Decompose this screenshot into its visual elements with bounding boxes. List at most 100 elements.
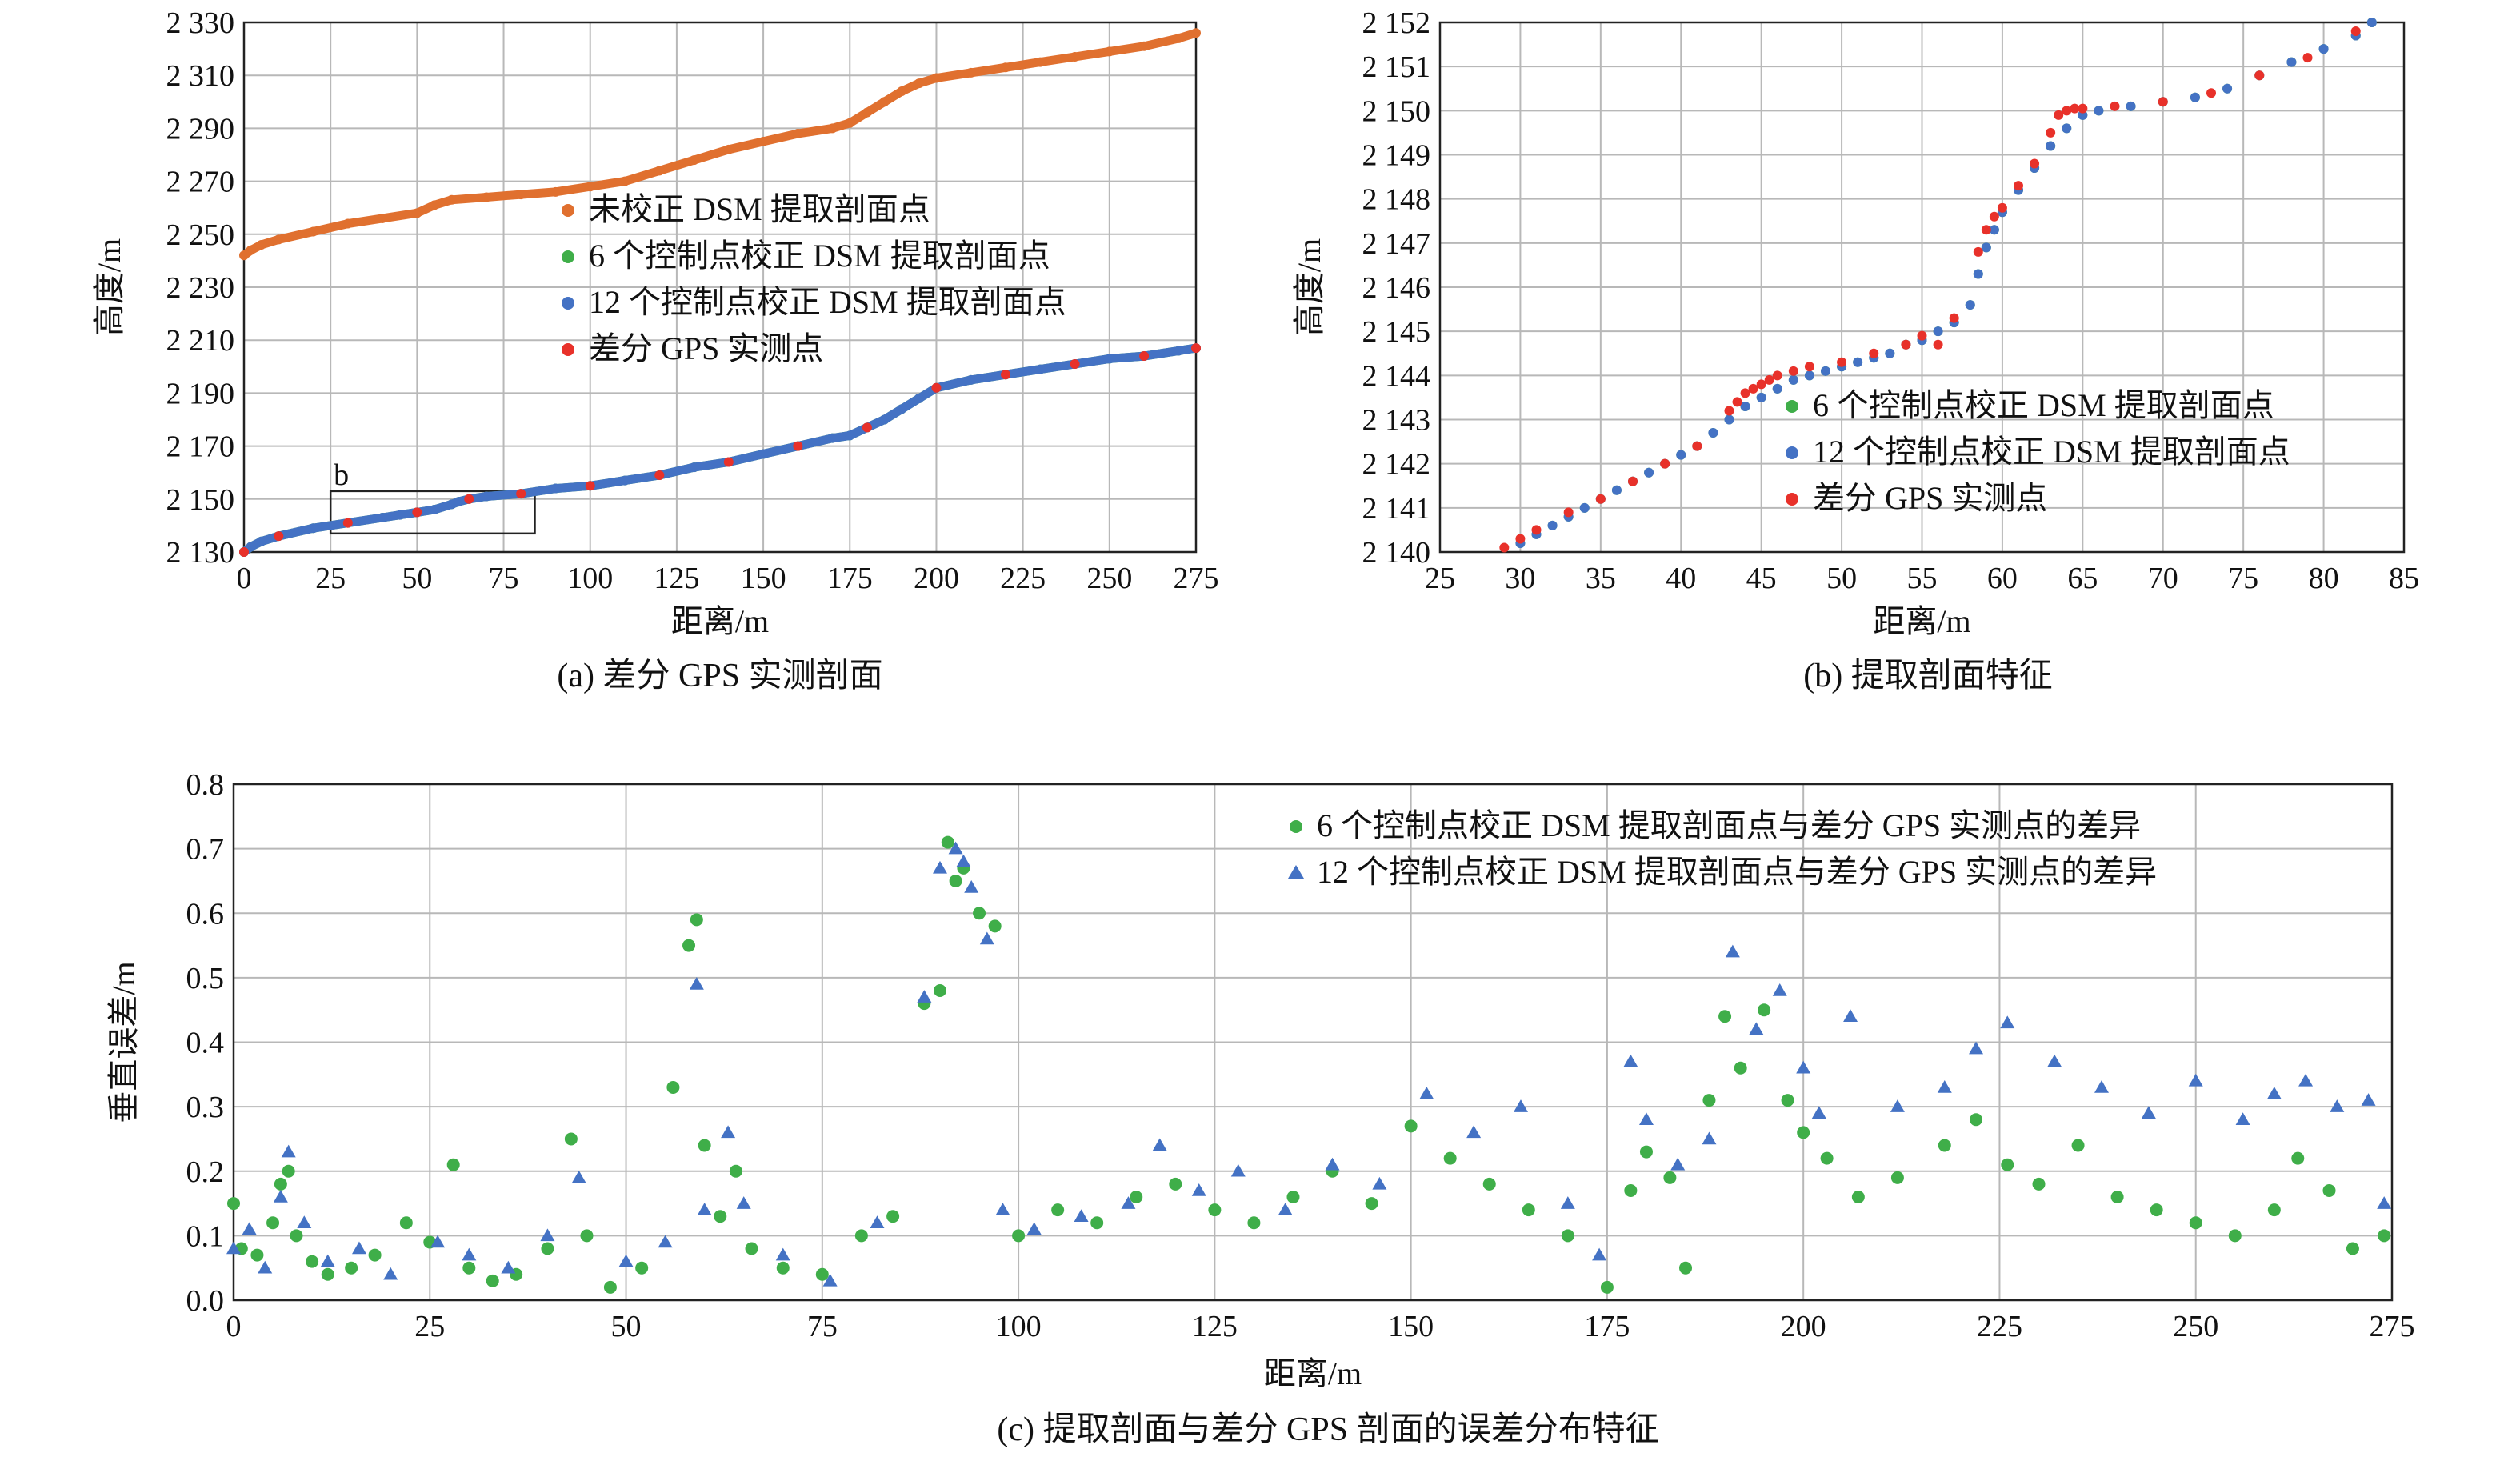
data-point <box>1638 1112 1654 1125</box>
panel-c: 0 25 50 75 100 125 150 175 200 225 250 275 0.0 0.1 0.2… <box>106 768 2415 1448</box>
data-point <box>1702 1094 1716 1107</box>
data-point <box>1531 525 1542 535</box>
data-point <box>1139 351 1150 362</box>
data-point <box>2047 1054 2062 1067</box>
data-point <box>1623 1054 1638 1067</box>
y-tick-label: 2 147 <box>1362 227 1431 261</box>
data-point <box>1788 374 1798 385</box>
data-point <box>1772 370 1782 381</box>
data-point <box>775 1247 790 1261</box>
data-point <box>1734 1061 1747 1075</box>
data-point <box>1051 1203 1065 1217</box>
data-point <box>446 1158 460 1171</box>
series-line <box>239 343 1201 557</box>
data-point <box>845 430 855 441</box>
data-point <box>941 835 954 849</box>
x-tick-label: 25 <box>414 1310 445 1343</box>
data-point <box>1191 28 1201 38</box>
data-point <box>1756 379 1766 390</box>
data-point <box>1230 1163 1246 1177</box>
data-point <box>1853 357 1863 367</box>
y-tick-label: 0.8 <box>186 768 225 802</box>
data-point <box>368 1248 382 1262</box>
y-tick-label: 2 150 <box>166 483 235 517</box>
data-point <box>2378 1229 2391 1243</box>
y-tick-label: 2 330 <box>166 6 235 40</box>
data-point <box>1012 1229 1026 1243</box>
data-point <box>793 441 803 451</box>
data-point <box>1419 1087 1434 1099</box>
data-point <box>281 1144 296 1158</box>
data-point <box>723 144 734 154</box>
data-point <box>1174 346 1184 356</box>
data-point <box>2190 92 2200 102</box>
data-point <box>345 1261 358 1275</box>
x-tick-label: 85 <box>2389 562 2419 595</box>
data-point <box>274 531 284 542</box>
data-point <box>1286 1191 1300 1203</box>
data-point <box>1563 507 1574 518</box>
data-point <box>897 86 907 97</box>
data-point <box>854 1229 868 1243</box>
x-tick-label: 275 <box>1174 562 1219 595</box>
legend: 未校正 DSM 提取剖面点 6 个控制点校正 DSM 提取剖面点 12 个控制点校正… <box>562 191 1066 366</box>
data-point <box>745 1242 758 1255</box>
x-axis-label: 距离/m <box>1873 603 1970 639</box>
data-point <box>2158 97 2168 107</box>
legend-label: 12 个控制点校正 DSM 提取剖面点 <box>589 284 1066 320</box>
data-point <box>2141 1106 2156 1119</box>
data-point <box>862 422 872 433</box>
data-point <box>2078 103 2088 114</box>
data-point <box>256 240 266 250</box>
panel-a: 0 25 50 75 100 125 150 175 200 225 250 275 2 130 2 15… <box>91 6 1219 694</box>
x-tick-label: 80 <box>2309 562 2339 595</box>
data-point <box>1595 494 1606 504</box>
y-tick-label: 2 149 <box>1362 139 1431 173</box>
data-point <box>378 512 388 522</box>
data-point <box>2188 1073 2203 1087</box>
data-point <box>914 394 924 404</box>
data-point <box>956 854 971 867</box>
x-tick-label: 100 <box>996 1310 1042 1343</box>
data-point <box>1679 1261 1693 1275</box>
data-point <box>2054 110 2064 120</box>
data-point <box>2302 53 2313 63</box>
data-point <box>273 1190 288 1203</box>
data-point <box>697 1203 712 1215</box>
data-point <box>454 497 464 507</box>
data-point <box>1660 458 1670 469</box>
data-point <box>2298 1073 2314 1087</box>
y-tick-label: 0.5 <box>186 962 225 995</box>
data-point <box>1001 370 1010 380</box>
data-point <box>1466 1125 1482 1139</box>
data-point <box>412 208 422 218</box>
data-point <box>827 123 838 134</box>
y-tick-label: 2 146 <box>1362 271 1431 305</box>
data-point <box>1104 46 1114 57</box>
data-point <box>540 1228 555 1242</box>
data-point <box>1973 246 1983 257</box>
data-point <box>2222 83 2233 94</box>
data-point <box>1208 1203 1222 1217</box>
data-point <box>308 226 318 237</box>
data-point <box>635 1261 649 1275</box>
data-point <box>1001 62 1010 73</box>
data-point <box>988 919 1002 933</box>
data-point <box>1592 1247 1607 1261</box>
x-tick-label: 50 <box>1826 562 1857 595</box>
data-point <box>1670 1157 1686 1171</box>
data-point <box>394 510 405 520</box>
data-point <box>446 194 457 205</box>
data-point <box>822 1273 838 1287</box>
plot-frame <box>242 21 1198 554</box>
data-point <box>2062 106 2072 116</box>
x-tick-label: 100 <box>567 562 613 595</box>
zoom-region-label: b <box>334 458 349 492</box>
data-point <box>2032 1177 2046 1191</box>
y-tick-label: 2 148 <box>1362 183 1431 217</box>
y-tick-label: 2 141 <box>1362 492 1431 526</box>
data-point <box>1404 1119 1418 1133</box>
plot-frame <box>232 783 2394 1302</box>
data-point <box>306 1255 319 1268</box>
